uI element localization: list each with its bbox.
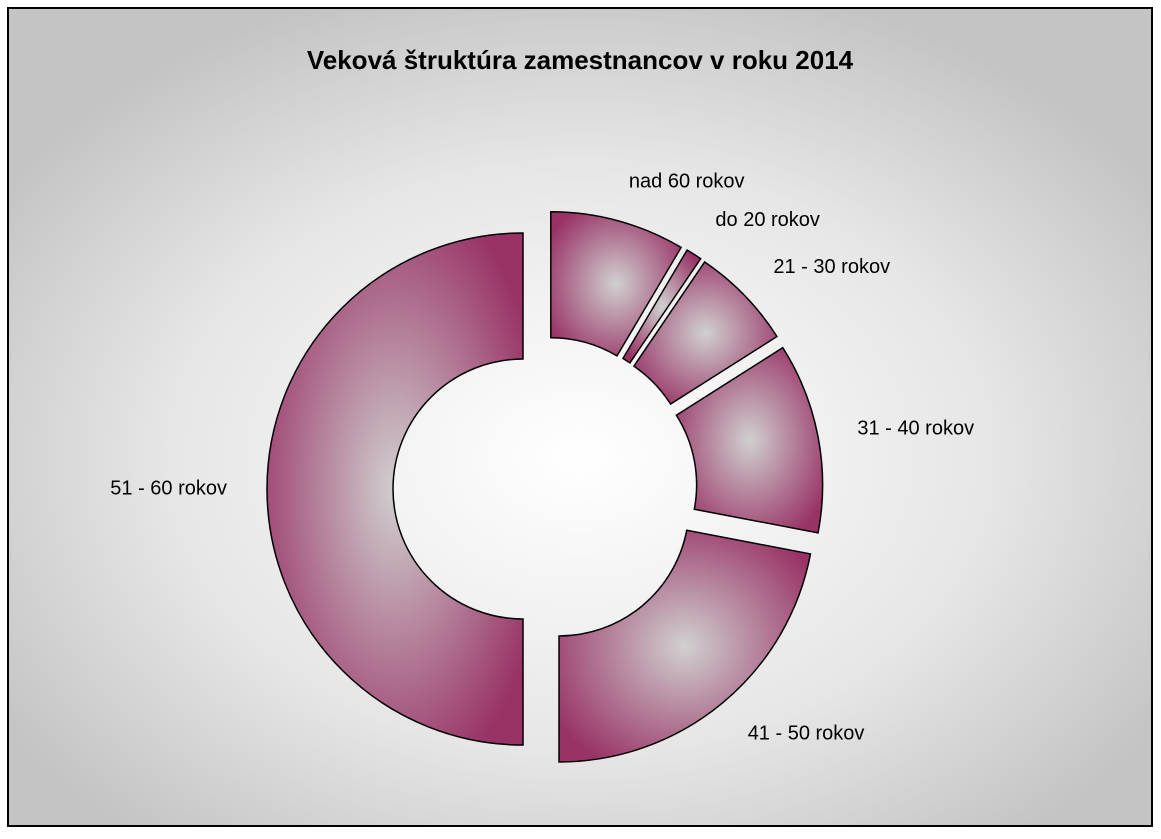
slice-label: do 20 rokov xyxy=(715,209,820,231)
donut-slice xyxy=(632,260,778,406)
donut-slice xyxy=(558,529,812,763)
chart-title: Veková štruktúra zamestnancov v roku 201… xyxy=(307,45,854,75)
slice-label: nad 60 rokov xyxy=(629,171,745,193)
slice-label: 51 - 60 rokov xyxy=(110,477,227,499)
donut-slice xyxy=(621,249,702,364)
donut-slice xyxy=(675,346,824,534)
slice-label: 41 - 50 rokov xyxy=(748,722,865,744)
slice-label: 21 - 30 rokov xyxy=(773,256,890,278)
slice-label: 31 - 40 rokov xyxy=(857,418,974,440)
donut-slice xyxy=(550,211,683,357)
donut-slice xyxy=(266,232,524,746)
